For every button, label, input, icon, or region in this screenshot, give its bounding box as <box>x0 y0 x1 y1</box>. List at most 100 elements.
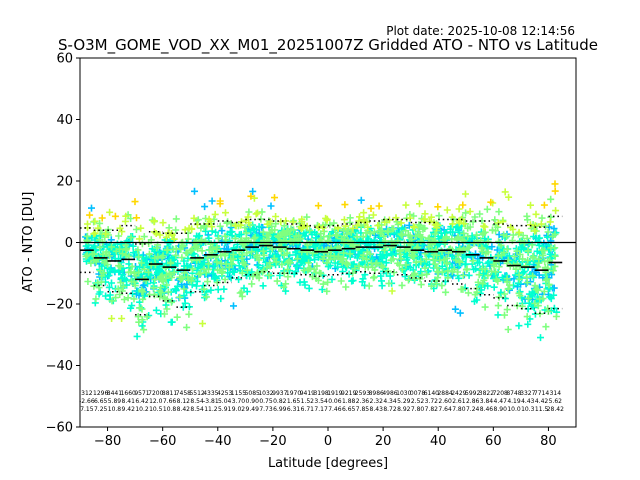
band-stat-28-1: 2.86 <box>466 398 480 405</box>
band-stat-7-0: 7458 <box>176 390 191 397</box>
band-stat-31-2: 10.0 <box>507 406 521 413</box>
band-stat-20-0: 2593 <box>355 390 370 397</box>
y-tick-label-5: 40 <box>56 113 73 128</box>
x-tick-label-1: −60 <box>149 434 176 449</box>
band-stat-26-1: 2.60 <box>438 398 452 405</box>
band-stat-8-2: 8.54 <box>190 406 204 413</box>
band-stat-27-2: 7.80 <box>452 406 466 413</box>
scatter-points <box>82 180 561 342</box>
band-stat-4-0: 9571 <box>134 390 149 397</box>
band-stat-9-0: 4335 <box>203 390 218 397</box>
band-stat-23-0: 1030 <box>396 390 411 397</box>
band-stat-25-2: 7.82 <box>425 406 439 413</box>
band-stat-23-2: 8.92 <box>397 406 411 413</box>
band-stat-0-0: 312 <box>81 390 93 397</box>
band-stat-9-2: 11.2 <box>204 406 218 413</box>
band-stat-27-0: 2429 <box>451 390 466 397</box>
band-stat-33-1: 4.42 <box>535 398 549 405</box>
band-stat-6-0: 8811 <box>162 390 177 397</box>
band-stat-5-0: 7200 <box>148 390 163 397</box>
band-stat-8-1: 8.54 <box>190 398 204 405</box>
band-stat-3-2: 9.42 <box>122 406 136 413</box>
band-stat-1-1: 6.65 <box>94 398 108 405</box>
band-stat-22-2: 8.72 <box>383 406 397 413</box>
band-stat-34-1: 5.62 <box>549 398 563 405</box>
y-tick-label-6: 60 <box>56 52 73 67</box>
band-stat-28-2: 7.24 <box>466 406 480 413</box>
band-stat-2-1: 5.89 <box>108 398 122 405</box>
band-stat-22-1: 4.34 <box>383 398 397 405</box>
band-stat-13-2: 7.73 <box>259 406 273 413</box>
scatter-series-4 <box>84 188 560 328</box>
band-stat-22-0: 4986 <box>382 390 397 397</box>
band-stat-24-0: 0078 <box>410 390 425 397</box>
band-stat-2-0: 8441 <box>107 390 122 397</box>
band-stat-15-0: 1970 <box>286 390 301 397</box>
band-stat-19-2: 6.65 <box>342 406 356 413</box>
band-stat-14-2: 6.99 <box>273 406 287 413</box>
band-stat-23-1: 5.29 <box>397 398 411 405</box>
band-stat-13-1: 0.75 <box>259 398 273 405</box>
band-stat-18-1: 0.06 <box>328 398 342 405</box>
band-stat-32-2: 10.3 <box>521 406 535 413</box>
band-stat-29-0: 3822 <box>479 390 494 397</box>
band-stat-5-1: 12.0 <box>149 398 163 405</box>
band-stat-20-1: 2.36 <box>356 398 370 405</box>
band-stat-4-1: 6.42 <box>135 398 149 405</box>
band-stat-6-2: 10.8 <box>163 406 177 413</box>
band-stat-33-2: 11.5 <box>535 406 549 413</box>
scatter-series-5 <box>86 180 559 222</box>
band-stat-34-0: 314 <box>550 390 562 397</box>
band-stat-17-1: 3.54 <box>314 398 328 405</box>
x-axis-label: Latitude [degrees] <box>268 456 388 471</box>
band-stat-11-1: 3.70 <box>232 398 246 405</box>
band-stat-10-2: 5.91 <box>218 406 232 413</box>
band-stat-21-1: 2.32 <box>370 398 384 405</box>
band-stat-4-2: 10.2 <box>135 406 149 413</box>
band-stat-29-1: 3.84 <box>480 398 494 405</box>
y-tick-label-3: 0 <box>65 236 73 251</box>
x-tick-label-5: 20 <box>375 434 392 449</box>
band-stat-21-2: 8.43 <box>370 406 384 413</box>
x-tick-label-4: 0 <box>324 434 332 449</box>
band-stat-7-2: 8.42 <box>177 406 191 413</box>
band-stat-24-2: 7.80 <box>411 406 425 413</box>
band-stat-26-0: 2884 <box>437 390 452 397</box>
band-stat-17-2: 7.17 <box>314 406 328 413</box>
band-stat-28-0: 5992 <box>465 390 480 397</box>
band-stat-12-2: 9.49 <box>246 406 260 413</box>
band-stat-30-0: 7208 <box>493 390 508 397</box>
band-stat-11-2: 9.02 <box>232 406 246 413</box>
y-tick-label-0: −60 <box>46 421 73 436</box>
band-stat-30-1: 4.47 <box>494 398 508 405</box>
band-stat-0-1: -2.66 <box>79 398 95 405</box>
band-stat-19-1: 1.88 <box>342 398 356 405</box>
band-stat-14-1: 0.82 <box>273 398 287 405</box>
band-stat-8-0: 5512 <box>189 390 204 397</box>
x-tick-label-2: −40 <box>204 434 231 449</box>
x-axis-ticks: −80 −60 −40 −20 0 20 40 60 80 <box>94 427 557 449</box>
band-stat-18-0: 1919 <box>327 390 342 397</box>
band-stat-20-2: 7.85 <box>356 406 370 413</box>
band-stat-17-0: 3198 <box>313 390 328 397</box>
band-stat-6-1: 7.66 <box>163 398 177 405</box>
band-stat-16-1: 1.52 <box>301 398 315 405</box>
band-stat-14-0: 9937 <box>272 390 287 397</box>
band-stat-21-0: 8986 <box>369 390 384 397</box>
chart-title: S-O3M_GOME_VOD_XX_M01_20251007Z Gridded … <box>58 36 598 55</box>
band-stat-5-2: 10.5 <box>149 406 163 413</box>
band-stat-29-2: 8.46 <box>480 406 494 413</box>
band-stat-0-2: 7.15 <box>80 406 94 413</box>
y-tick-label-4: 20 <box>56 175 73 190</box>
band-stat-32-1: 4.43 <box>521 398 535 405</box>
band-stat-31-1: 4.19 <box>507 398 521 405</box>
x-tick-label-7: 60 <box>485 434 502 449</box>
y-tick-label-2: −20 <box>46 298 73 313</box>
band-stat-3-1: 8.41 <box>122 398 136 405</box>
band-stat-9-1: -3.81 <box>203 398 219 405</box>
band-stat-15-1: 1.65 <box>287 398 301 405</box>
band-stat-16-2: 6.71 <box>301 406 315 413</box>
band-stat-10-0: 4253 <box>217 390 232 397</box>
band-stat-25-1: 3.72 <box>425 398 439 405</box>
